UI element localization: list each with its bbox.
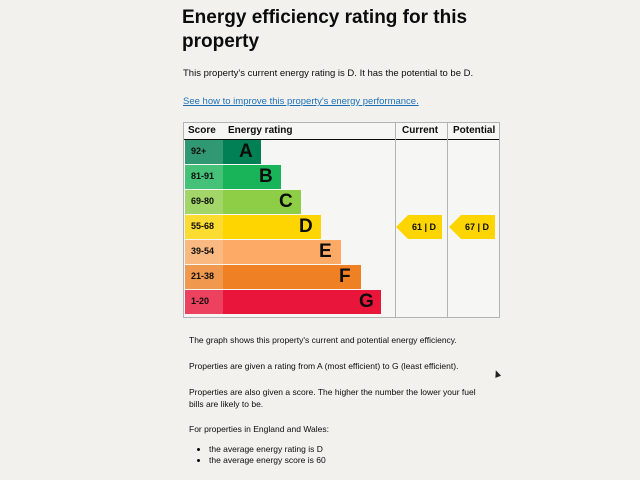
band-letter-label: E bbox=[319, 241, 332, 262]
page-title: Energy efficiency rating for this proper… bbox=[182, 7, 468, 52]
band-letter-label: F bbox=[339, 266, 351, 287]
potential-rating-label: 67 | D bbox=[465, 222, 490, 232]
potential-column-header: Potential bbox=[453, 125, 496, 136]
graph-explanation: The graph shows this property's current … bbox=[189, 335, 457, 345]
current-column-divider bbox=[395, 123, 396, 317]
band-letter-label: A bbox=[239, 141, 253, 162]
band-range-label: 1-20 bbox=[191, 296, 210, 306]
band-range-label: 21-38 bbox=[191, 271, 215, 281]
band-letter-label: G bbox=[359, 291, 374, 312]
current-column-header: Current bbox=[402, 125, 439, 136]
rating-intro: This property's current energy rating is… bbox=[183, 68, 474, 79]
band-range-label: 69-80 bbox=[191, 196, 215, 206]
rating-band-g: 1-20 G bbox=[185, 290, 381, 314]
energy-rating-chart: Score Energy rating Current Potential 92… bbox=[183, 122, 500, 318]
rating-band-e: 39-54 E bbox=[185, 240, 341, 264]
rating-band-d: 55-68 D bbox=[185, 215, 321, 239]
band-range-label: 39-54 bbox=[191, 246, 215, 256]
rating-band-f: 21-38 F bbox=[185, 265, 361, 289]
band-letter-label: D bbox=[299, 216, 313, 237]
rating-band-a: 92+ A bbox=[185, 140, 261, 164]
england-wales-heading: For properties in England and Wales: bbox=[189, 424, 330, 434]
potential-column-divider bbox=[447, 123, 448, 317]
mouse-cursor-icon bbox=[492, 369, 502, 378]
rating-band-c: 69-80 C bbox=[185, 190, 301, 214]
score-explanation: Properties are also given a score. The h… bbox=[189, 387, 476, 409]
rating-band-b: 81-91 B bbox=[185, 165, 281, 189]
average-rating-item: the average energy rating is D bbox=[209, 444, 326, 455]
band-letter-label: C bbox=[279, 191, 293, 212]
current-rating-marker: 61 | D bbox=[396, 215, 442, 239]
potential-rating-marker: 67 | D bbox=[449, 215, 495, 239]
band-range-label: 55-68 bbox=[191, 221, 215, 231]
average-score-item: the average energy score is 60 bbox=[209, 455, 326, 466]
header-divider bbox=[184, 139, 499, 140]
score-column-header: Score bbox=[188, 125, 216, 136]
band-range-label: 92+ bbox=[191, 146, 207, 156]
improve-performance-link[interactable]: See how to improve this property's energ… bbox=[183, 96, 419, 107]
band-range-label: 81-91 bbox=[191, 171, 215, 181]
band-letter-label: B bbox=[259, 166, 273, 187]
averages-list: the average energy rating is D the avera… bbox=[199, 444, 326, 466]
current-rating-label: 61 | D bbox=[412, 222, 437, 232]
ratings-explanation: Properties are given a rating from A (mo… bbox=[189, 361, 459, 371]
energy-rating-column-header: Energy rating bbox=[228, 125, 293, 136]
